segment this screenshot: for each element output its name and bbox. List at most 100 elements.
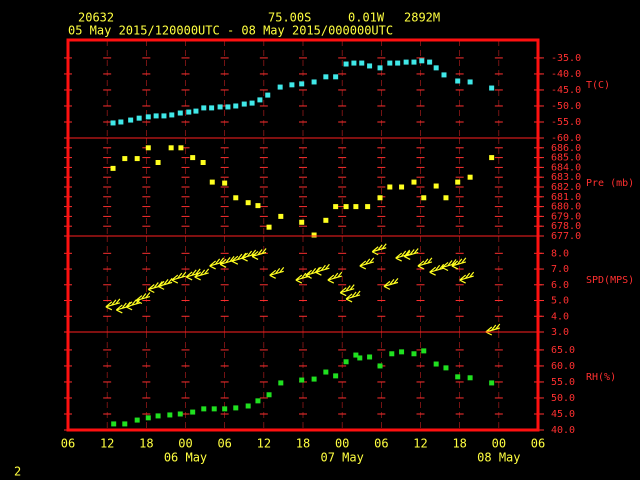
x-tick-label: 18: [296, 437, 310, 451]
y-tick-label: 8.0: [551, 248, 569, 259]
x-tick-label: 06: [61, 437, 75, 451]
point: [222, 406, 228, 412]
x-tick-label: 12: [100, 437, 114, 451]
wind-barb: [417, 257, 433, 270]
y-tick-label: -35.0: [551, 53, 581, 64]
x-tick-label: 12: [257, 437, 271, 451]
point: [455, 374, 461, 380]
point: [266, 392, 272, 398]
wind-barb: [171, 271, 187, 284]
point: [241, 101, 247, 107]
day-label: 06 May: [164, 451, 207, 465]
point: [255, 398, 261, 404]
point: [399, 349, 405, 355]
point: [421, 348, 427, 354]
wind-barb: [295, 271, 311, 284]
wind-barb: [241, 249, 257, 262]
point: [209, 179, 215, 185]
point: [249, 100, 255, 106]
point: [357, 355, 363, 361]
point: [145, 145, 151, 151]
y-tick-label: -45.0: [551, 85, 581, 96]
wind-barb: [395, 249, 411, 262]
point: [311, 79, 317, 85]
point: [387, 60, 393, 66]
point: [467, 174, 473, 180]
point: [377, 65, 383, 71]
wind-barb: [327, 271, 343, 284]
point: [245, 200, 251, 206]
y-tick-label: 686.0: [551, 143, 581, 154]
point: [299, 81, 305, 87]
station-id: 20632: [78, 11, 114, 25]
wind-barb: [403, 248, 419, 260]
point: [155, 160, 161, 165]
x-tick-label: 00: [492, 437, 506, 451]
y-tick-label: 3.0: [551, 327, 569, 338]
y-tick-label: 45.0: [551, 409, 575, 420]
y-tick-label: -50.0: [551, 101, 581, 112]
point: [111, 421, 117, 427]
wind-barb: [359, 257, 375, 270]
point: [153, 113, 159, 119]
wind-barb: [429, 263, 445, 276]
y-tick-label: 684.0: [551, 162, 581, 173]
point: [177, 411, 183, 417]
y-tick-label: -55.0: [551, 117, 581, 128]
wind-barb: [459, 271, 475, 284]
x-tick-label: 06: [217, 437, 231, 451]
y-tick-label: 682.0: [551, 182, 581, 193]
wind-barb: [485, 323, 501, 336]
wind-barb: [315, 263, 330, 276]
point: [169, 112, 175, 118]
point: [399, 184, 405, 190]
point: [359, 60, 365, 66]
point: [278, 380, 284, 386]
point: [389, 351, 395, 357]
point: [323, 217, 329, 223]
wind-barb: [185, 268, 201, 281]
point: [367, 63, 373, 69]
point: [411, 59, 417, 65]
x-tick-label: 12: [413, 437, 427, 451]
day-label: 07 May: [320, 451, 363, 465]
x-tick-label: 18: [139, 437, 153, 451]
day-label: 08 May: [477, 451, 520, 465]
point: [311, 232, 317, 238]
y-tick-label: 681.0: [551, 192, 581, 203]
wind-barb: [157, 277, 173, 290]
point: [122, 421, 128, 427]
point: [211, 406, 217, 412]
period: 05 May 2015/120000UTC - 08 May 2015/0000…: [68, 24, 393, 38]
point: [201, 105, 207, 111]
longitude: 0.01W: [348, 11, 385, 25]
wind-barb: [219, 255, 235, 268]
wind-barb: [451, 257, 467, 270]
point: [209, 105, 215, 111]
point: [217, 104, 223, 110]
wind-barb: [209, 257, 225, 270]
y-tick-label: 683.0: [551, 172, 581, 183]
frame: [66, 38, 540, 432]
point: [110, 120, 116, 126]
page-number: 2: [14, 465, 21, 479]
point: [134, 156, 140, 162]
point: [299, 219, 305, 225]
y-tick-label: -60.0: [551, 133, 581, 144]
point: [277, 84, 283, 90]
y-tick-label: 7.0: [551, 264, 569, 275]
point: [190, 155, 196, 161]
point: [333, 373, 339, 379]
point: [343, 359, 349, 365]
panel-label: RH(%): [586, 372, 616, 383]
panel-label: SPD(MPS): [586, 275, 634, 286]
point: [225, 104, 231, 110]
point: [222, 180, 228, 186]
point: [443, 365, 449, 371]
wind-barb: [115, 301, 131, 314]
panel-label: Pre (mb): [586, 178, 634, 189]
point: [245, 403, 251, 409]
point: [323, 369, 329, 375]
point: [311, 376, 317, 382]
point: [377, 195, 383, 201]
